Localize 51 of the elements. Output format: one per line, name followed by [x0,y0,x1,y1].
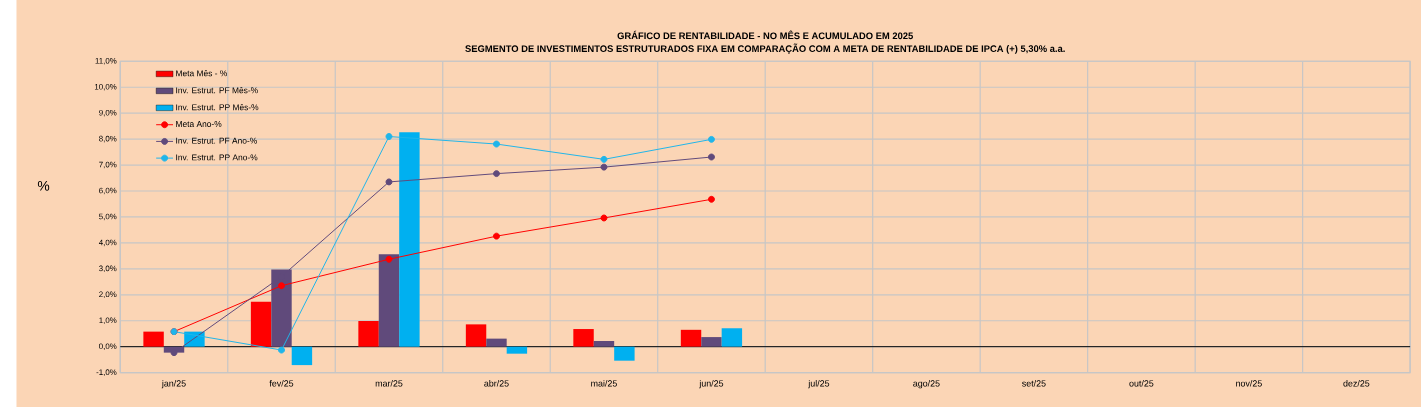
bar [465,324,487,347]
point [600,214,608,222]
bar [378,254,400,347]
x-tick-label: out/25 [1129,379,1154,387]
bar [143,331,164,347]
legend-label: Meta Mês - % [176,69,228,77]
x-tick-label: mar/25 [375,379,403,387]
point [600,163,608,171]
point [385,255,393,263]
x-tick-label: ago/25 [913,379,940,389]
point [385,132,393,140]
point [493,232,500,240]
legend-label: Inv. Estrut. PF Mês-% [176,86,258,94]
bar [573,328,594,347]
x-tick-label: abr/25 [484,379,509,387]
chart-subtitle: SEGMENTO DE INVESTIMENTOS ESTRUTURADOS FIXA EM COMPARAÇÃO COM A META DE RENTABILIDADE DE IPCA (+) 5,30% a.a. [465,43,1065,54]
x-tick-label: jul/25 [808,379,830,389]
bar [486,338,507,347]
legend-label: Inv. Estrut. PP Ano-% [176,154,258,161]
point [707,135,715,143]
point [600,155,608,163]
point [707,153,715,161]
point [385,178,393,186]
x-tick-label: nov/25 [1236,379,1262,387]
legend-label: Meta Ano-% [176,120,222,127]
point [493,140,500,148]
bar [593,340,615,347]
x-tick-label: set/25 [1022,379,1046,387]
x-tick-label: dez/25 [1343,379,1370,387]
bar [721,328,743,347]
bar [701,336,722,347]
bar [614,346,635,361]
bar [250,301,272,347]
bar [271,269,292,347]
point [493,170,500,177]
x-tick-label: jun/25 [699,379,724,389]
legend-label: Inv. Estrut. PF Ano-% [176,137,257,144]
bar [680,329,702,347]
x-tick-label: mai/25 [591,379,617,387]
bar [399,132,420,347]
y-axis-title: % [37,180,50,191]
bar [506,346,528,354]
point [278,282,285,290]
x-tick-label: jan/25 [161,379,186,389]
point [707,195,715,203]
legend-label: Inv. Estrut. PP Mês-% [176,103,259,111]
x-tick-label: fev/25 [269,379,294,387]
point [278,346,285,354]
bar [358,320,379,347]
chart-title: GRÁFICO DE RENTABILIDADE - NO MÊS E ACUMULADO EM 2025 [617,30,913,40]
bar [291,346,313,365]
